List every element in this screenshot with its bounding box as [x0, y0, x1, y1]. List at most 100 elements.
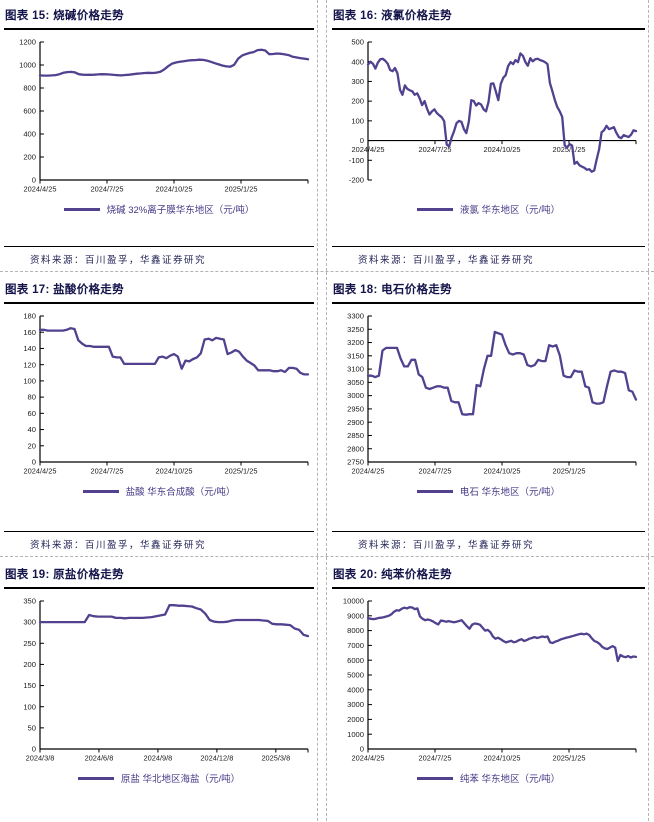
- svg-text:500: 500: [351, 38, 364, 47]
- charts-row-1: 图表 15: 烧碱价格走势 0 200 400 600 800 1000 1200 2024/…: [0, 0, 654, 272]
- source-note-block: 资料来源：百川盈孚，华鑫证券研究: [332, 246, 645, 271]
- legend-label: 盐酸 华东合成酸（元/吨）: [125, 487, 236, 498]
- svg-text:3050: 3050: [347, 378, 364, 387]
- svg-text:150: 150: [23, 681, 36, 690]
- svg-text:2000: 2000: [347, 715, 364, 724]
- chart-area-18: 2750 2800 2850 2900 2950 3000 3050 3100 3150 3200…: [332, 304, 645, 481]
- chart-area-20: 0 1000 2000 3000 4000 5000 6000 7000 8000 9000 100…: [332, 589, 645, 768]
- charts-row-3: 图表 19: 原盐价格走势 0 50 100 150 200 250 300 350 2024/…: [0, 557, 654, 821]
- svg-text:50: 50: [28, 723, 36, 732]
- svg-text:250: 250: [23, 639, 36, 648]
- svg-text:2024/12/8: 2024/12/8: [200, 754, 233, 763]
- price-line-chart-18: 2750 2800 2850 2900 2950 3000 3050 3100 3150 3200…: [347, 312, 638, 476]
- svg-text:160: 160: [23, 328, 36, 337]
- svg-text:2024/10/25: 2024/10/25: [156, 185, 193, 194]
- svg-text:2024/10/25: 2024/10/25: [484, 145, 521, 154]
- legend-label: 原盐 华北地区海盐（元/吨）: [120, 774, 241, 785]
- svg-text:1200: 1200: [19, 38, 36, 47]
- svg-text:100: 100: [23, 702, 36, 711]
- svg-text:2024/4/25: 2024/4/25: [24, 467, 57, 476]
- chart-cell-15: 图表 15: 烧碱价格走势 0 200 400 600 800 1000 1200 2024/…: [0, 0, 318, 271]
- svg-text:40: 40: [28, 425, 36, 434]
- svg-text:3300: 3300: [347, 312, 364, 321]
- chart-cell-18: 图表 18: 电石价格走势 2750 2800 2850 2900 2950 3000 30…: [326, 272, 649, 556]
- charts-row-2: 图表 17: 盐酸价格走势 0 20 40 60 80 100 120 140 160 180 20…: [0, 272, 654, 557]
- svg-text:400: 400: [23, 130, 36, 139]
- svg-text:2024/9/8: 2024/9/8: [144, 754, 173, 763]
- source-text: 资料来源：百川盈孚，华鑫证券研究: [358, 256, 535, 266]
- chart-area-15: 0 200 400 600 800 1000 1200 2024/4/25 2024/7/25 2…: [4, 30, 314, 199]
- legend-label: 纯苯 华东地区（元/吨）: [459, 774, 561, 785]
- svg-text:5000: 5000: [347, 671, 364, 680]
- chart-legend-16: 液氯 华东地区（元/吨）: [332, 202, 645, 216]
- svg-text:2024/4/25: 2024/4/25: [352, 145, 385, 154]
- svg-text:180: 180: [23, 312, 36, 321]
- svg-text:0: 0: [360, 136, 364, 145]
- svg-text:10000: 10000: [343, 597, 364, 606]
- source-note-block: 资料来源：百川盈孚，华鑫证券研究: [4, 531, 314, 556]
- svg-text:0: 0: [32, 176, 36, 185]
- svg-text:2025/1/25: 2025/1/25: [553, 467, 586, 476]
- svg-text:80: 80: [28, 393, 36, 402]
- legend-line-swatch: [82, 489, 119, 493]
- chart-legend-19: 原盐 华北地区海盐（元/吨）: [4, 771, 314, 785]
- svg-text:100: 100: [23, 376, 36, 385]
- svg-text:2024/7/25: 2024/7/25: [419, 754, 452, 763]
- svg-text:7000: 7000: [347, 641, 364, 650]
- legend-label: 烧碱 32%离子膜华东地区（元/吨）: [106, 205, 255, 216]
- chart-title-16: 图表 16: 液氯价格走势: [333, 10, 452, 22]
- source-divider: [332, 246, 645, 247]
- svg-text:60: 60: [28, 409, 36, 418]
- svg-text:2024/10/25: 2024/10/25: [484, 754, 521, 763]
- svg-text:2024/4/25: 2024/4/25: [352, 754, 385, 763]
- legend-label: 液氯 华东地区（元/吨）: [459, 205, 561, 216]
- source-divider: [332, 531, 645, 532]
- svg-text:1000: 1000: [19, 61, 36, 70]
- svg-text:3150: 3150: [347, 351, 364, 360]
- svg-text:1000: 1000: [347, 730, 364, 739]
- chart-title-20: 图表 20: 纯苯价格走势: [333, 569, 452, 581]
- svg-text:140: 140: [23, 344, 36, 353]
- chart-cell-16: 图表 16: 液氯价格走势 -200 -100 0 100 200 300 400 500 20…: [326, 0, 649, 271]
- svg-text:200: 200: [351, 97, 364, 106]
- svg-text:3200: 3200: [347, 338, 364, 347]
- svg-text:400: 400: [351, 57, 364, 66]
- legend-line-swatch: [416, 489, 453, 493]
- svg-text:8000: 8000: [347, 626, 364, 635]
- svg-text:2024/3/8: 2024/3/8: [26, 754, 55, 763]
- svg-text:2024/6/8: 2024/6/8: [85, 754, 114, 763]
- svg-text:100: 100: [351, 116, 364, 125]
- title-divider: [4, 302, 314, 304]
- title-divider: [332, 587, 645, 589]
- title-divider: [332, 28, 645, 30]
- svg-text:2850: 2850: [347, 431, 364, 440]
- svg-text:3250: 3250: [347, 325, 364, 334]
- chart-area-19: 0 50 100 150 200 250 300 350 2024/3/8 2024/6/8 202…: [4, 589, 314, 768]
- svg-text:2024/10/25: 2024/10/25: [484, 467, 521, 476]
- price-line-chart-20: 0 1000 2000 3000 4000 5000 6000 7000 8000 9000 100…: [343, 597, 638, 763]
- svg-text:600: 600: [23, 107, 36, 116]
- chart-legend-15: 烧碱 32%离子膜华东地区（元/吨）: [4, 202, 314, 216]
- svg-text:3000: 3000: [347, 391, 364, 400]
- svg-text:200: 200: [23, 153, 36, 162]
- svg-text:2024/4/25: 2024/4/25: [24, 185, 57, 194]
- chart-title-17: 图表 17: 盐酸价格走势: [5, 284, 124, 296]
- title-divider: [4, 28, 314, 30]
- svg-text:200: 200: [23, 660, 36, 669]
- legend-line-swatch: [77, 776, 114, 780]
- svg-text:3100: 3100: [347, 365, 364, 374]
- svg-text:350: 350: [23, 597, 36, 606]
- price-line-chart-15: 0 200 400 600 800 1000 1200 2024/4/25 2024/7/25 2…: [19, 38, 310, 194]
- title-divider: [4, 587, 314, 589]
- source-note-block: 资料来源：百川盈孚，华鑫证券研究: [332, 531, 645, 556]
- svg-text:300: 300: [351, 77, 364, 86]
- legend-label: 电石 华东地区（元/吨）: [459, 487, 561, 498]
- svg-text:2024/7/25: 2024/7/25: [91, 467, 124, 476]
- chart-legend-18: 电石 华东地区（元/吨）: [332, 484, 645, 498]
- svg-text:20: 20: [28, 441, 36, 450]
- svg-text:2024/7/25: 2024/7/25: [419, 145, 452, 154]
- chart-cell-19: 图表 19: 原盐价格走势 0 50 100 150 200 250 300 350 2024/…: [0, 557, 318, 821]
- svg-text:800: 800: [23, 84, 36, 93]
- source-text: 资料来源：百川盈孚，华鑫证券研究: [30, 541, 207, 551]
- source-text: 资料来源：百川盈孚，华鑫证券研究: [358, 541, 535, 551]
